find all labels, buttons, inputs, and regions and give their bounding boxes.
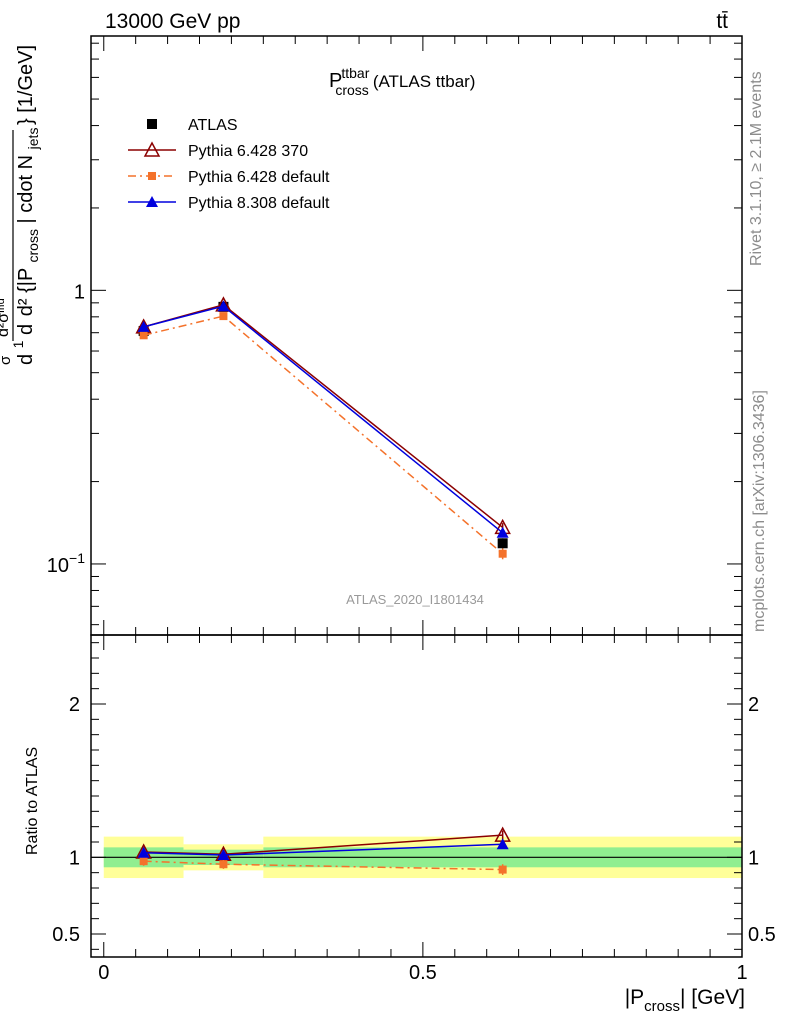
data-point-2 [139, 331, 148, 340]
ratio-point-2 [217, 849, 230, 861]
ratio-y-tick-label-left: 2 [69, 694, 80, 716]
title-sub: cross [335, 82, 368, 98]
ylabel-brace-close: } [1/GeV] [15, 45, 37, 125]
x-axis-label: |Pcross| [GeV] [625, 986, 745, 1015]
rivet-label: Rivet 3.1.10, ≥ 2.1M events [748, 71, 765, 266]
ratio-point-1 [139, 857, 148, 866]
data-point-2 [498, 549, 507, 558]
ratio-point-1 [498, 865, 507, 874]
series-line-1 [143, 304, 504, 529]
ylabel-d2sigma: d²σᴵⁿᵈ [0, 298, 12, 337]
data-point-3 [217, 300, 230, 312]
y-tick-label-exp: −1 [69, 550, 85, 566]
title-sup: ttbar [341, 65, 369, 81]
data-point-3 [496, 526, 509, 538]
ratio-frame [90, 634, 743, 958]
data-point-0 [497, 538, 508, 549]
x-tick-label: 1 [736, 962, 747, 984]
energy-label: 13000 GeV pp [105, 10, 240, 33]
ratio-y-tick-label-right: 2 [748, 694, 759, 716]
ylabel-frac-num: d [15, 354, 37, 365]
ylabel-jets: jets [25, 128, 41, 151]
ylabel-frac-one: 1 [10, 340, 26, 348]
series-line-3 [143, 305, 504, 534]
main-title: Pttbar cross (ATLAS ttbar) [329, 65, 475, 98]
y-tick-label: 10−1 [47, 550, 85, 577]
xlabel-sub: cross [644, 998, 680, 1015]
main-y-axis-label: d 1 d d² {|P cross | cdot N jets σ d²σᴵⁿ… [0, 45, 43, 365]
main-panel: 1 10−1 ATLAS Pythia 6.428 370 Pythia 6.428 … [47, 35, 743, 636]
ratio-data-layer [135, 826, 511, 875]
ratio-y-tick-label-left: 1 [69, 847, 80, 869]
legend-label-3: Pythia 8.308 default [188, 195, 330, 212]
xlabel-rest: | [GeV] [680, 986, 745, 1009]
process-label: tt̄ [716, 10, 728, 33]
svg-text:d 1 d d²: d 1 d d² {|P cross | cdot N jets [6, 128, 43, 365]
ylabel-frac-num-2: d [15, 324, 37, 335]
ylabel-d2-den: d² [15, 298, 37, 316]
ylabel-frac-den: σ [0, 355, 14, 365]
title-rest: (ATLAS ttbar) [373, 72, 476, 91]
xlabel-main: |P [625, 986, 644, 1009]
ratio-y-axis-label: Ratio to ATLAS [24, 747, 41, 855]
ylabel-mid: | cdot N [15, 155, 37, 224]
legend-label-2: Pythia 6.428 default [188, 169, 330, 186]
main-data-layer [135, 296, 511, 560]
ratio-point-2 [496, 838, 509, 850]
legend-label-0: ATLAS [188, 117, 238, 134]
ylabel-cross: cross [25, 229, 41, 262]
data-point-2 [219, 312, 228, 321]
x-tick-label: 0 [98, 962, 109, 984]
y-tick-label-base: 10 [47, 555, 69, 577]
x-tick-label: 0.5 [409, 962, 437, 984]
legend: ATLAS Pythia 6.428 370 Pythia 6.428 defaul… [128, 117, 330, 212]
legend-label-1: Pythia 6.428 370 [188, 143, 308, 160]
ratio-panel: 0.5 0.51 12 20 0.5 1 [52, 634, 776, 984]
legend-marker-3 [146, 196, 158, 207]
ylabel-brace-open: {|P [15, 268, 37, 293]
ratio-point-1 [219, 860, 228, 869]
ratio-point-2 [137, 846, 150, 858]
y-tick-label: 1 [74, 281, 85, 303]
analysis-label: ATLAS_2020_I1801434 [346, 592, 484, 607]
data-point-3 [137, 320, 150, 332]
ratio-bands [91, 836, 742, 879]
series-line-2 [143, 315, 504, 555]
ratio-axis-ticks: 0.5 0.51 12 20 0.5 1 [52, 635, 776, 984]
legend-marker-0 [147, 119, 157, 129]
ratio-y-tick-label-left: 0.5 [52, 924, 80, 946]
ratio-y-tick-label-right: 1 [748, 847, 759, 869]
legend-marker-2 [148, 172, 156, 180]
title-main: P [329, 70, 342, 92]
main-axis-ticks: 1 10−1 [47, 36, 743, 635]
source-label: mcplots.cern.ch [arXiv:1306.3436] [751, 390, 768, 632]
ratio-y-tick-label-right: 0.5 [748, 924, 776, 946]
legend-marker-1 [143, 141, 161, 157]
